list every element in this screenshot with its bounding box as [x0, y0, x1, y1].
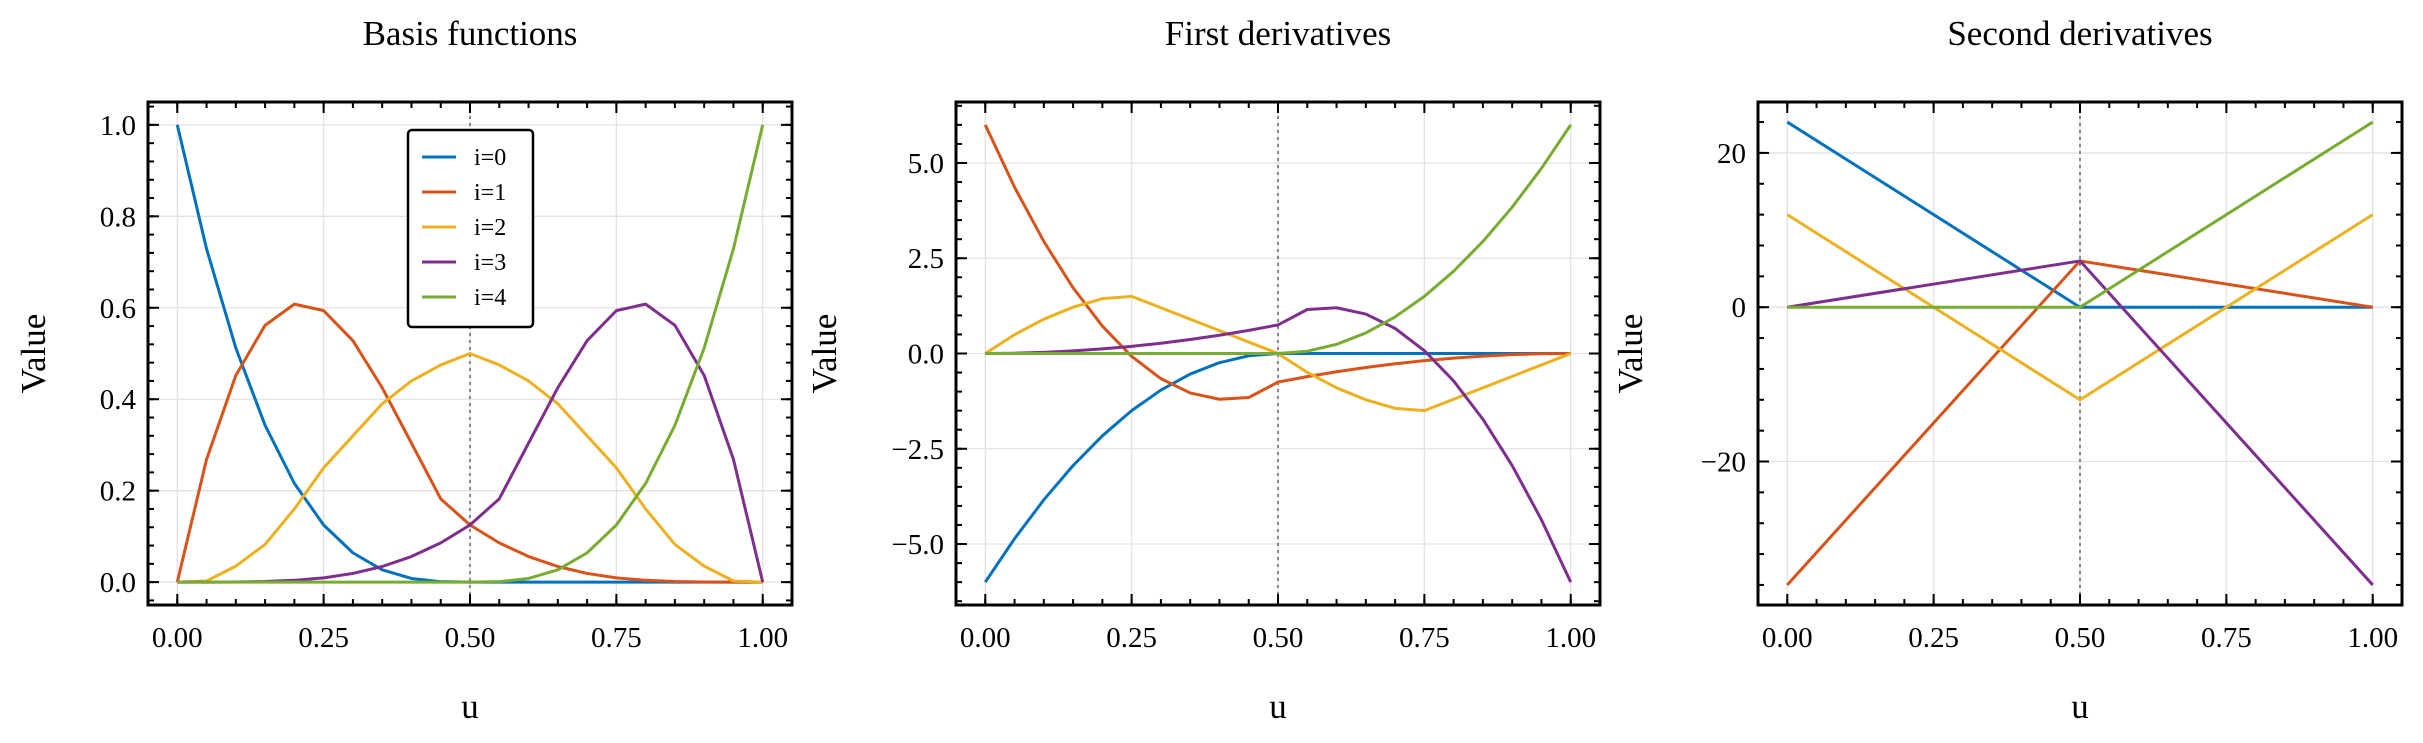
- y-axis-label: Value: [805, 314, 844, 394]
- legend-label: i=3: [474, 250, 506, 276]
- x-tick-label: 0.25: [1106, 622, 1157, 654]
- tick-labels: 0.00 0.25 0.50 0.75 1.00 −5.0 −2.5 0.0 2.5 5.0: [891, 148, 1596, 654]
- series-group: [983, 124, 1573, 583]
- x-tick-label: 1.00: [1545, 622, 1596, 654]
- series-line-i1: [983, 124, 1571, 401]
- series-group: [175, 124, 765, 584]
- series-line-i3: [985, 306, 1573, 583]
- y-axis-label: Value: [1611, 314, 1650, 394]
- x-tick-label: 0.00: [960, 622, 1011, 654]
- panel-1: 0.00 0.25 0.50 0.75 1.00 0.0 0.2 0.4 0.6 0.8 1.0 Ba…: [14, 14, 794, 726]
- y-tick-label: −2.5: [891, 434, 944, 466]
- series-line-i4: [985, 124, 1572, 355]
- x-axis-label: u: [1269, 687, 1287, 726]
- x-tick-label: 0.75: [591, 622, 642, 654]
- y-tick-label: −5.0: [891, 529, 944, 561]
- chart-title: Second derivatives: [1947, 14, 2212, 53]
- y-tick-label: 0.0: [100, 567, 136, 599]
- x-tick-label: 0.50: [2055, 622, 2106, 654]
- y-tick-label: −20: [1701, 447, 1746, 479]
- series-group: [1786, 120, 2374, 586]
- y-tick-label: 5.0: [908, 148, 944, 180]
- series-line-i2: [177, 352, 763, 584]
- panel-2: 0.00 0.25 0.50 0.75 1.00 −5.0 −2.5 0.0 2.5 5.0 Fir…: [805, 14, 1602, 726]
- chart-title: Basis functions: [363, 14, 578, 53]
- panel-3: 0.00 0.25 0.50 0.75 1.00 −20 0 20 Second derivat…: [1611, 14, 2404, 726]
- legend-label: i=1: [474, 180, 506, 206]
- series-line-i4: [177, 124, 765, 584]
- y-tick-label: 0.2: [100, 476, 136, 508]
- y-tick-label: 0.4: [100, 384, 137, 416]
- legend-label: i=2: [474, 215, 506, 241]
- legend-label: i=0: [474, 145, 506, 171]
- legend-label: i=4: [474, 285, 506, 311]
- x-tick-label: 0.75: [1399, 622, 1450, 654]
- x-tick-label: 1.00: [737, 622, 788, 654]
- y-tick-label: 0: [1732, 292, 1747, 324]
- x-axis-label: u: [461, 687, 479, 726]
- axes-frame: [1756, 100, 2404, 607]
- y-tick-label: 2.5: [908, 243, 944, 275]
- series-line-i3: [1787, 259, 2374, 586]
- x-tick-label: 0.00: [1762, 622, 1813, 654]
- tick-labels: 0.00 0.25 0.50 0.75 1.00 −20 0 20: [1701, 138, 2398, 654]
- tick-labels: 0.00 0.25 0.50 0.75 1.00 0.0 0.2 0.4 0.6 0.8 1.0: [100, 110, 788, 654]
- axes-frame: [146, 100, 794, 607]
- chart-title: First derivatives: [1165, 14, 1392, 53]
- x-tick-label: 1.00: [2347, 622, 2398, 654]
- y-tick-label: 0.6: [100, 293, 136, 325]
- x-axis-label: u: [2071, 687, 2089, 726]
- x-tick-label: 0.25: [298, 622, 349, 654]
- series-line-i4: [1787, 120, 2374, 309]
- y-tick-label: 1.0: [100, 110, 136, 142]
- x-tick-label: 0.00: [152, 622, 203, 654]
- y-axis-label: Value: [14, 314, 53, 394]
- legend-box: [406, 128, 535, 329]
- axes-frame: [954, 100, 1602, 607]
- x-tick-label: 0.50: [1253, 622, 1304, 654]
- x-tick-label: 0.50: [445, 622, 496, 654]
- x-tick-label: 0.75: [2201, 622, 2252, 654]
- series-line-i2: [1786, 213, 2374, 402]
- y-tick-label: 20: [1717, 138, 1746, 170]
- legend: i=0 i=1 i=2 i=3 i=4: [406, 128, 535, 329]
- y-tick-label: 0.0: [908, 339, 944, 371]
- x-tick-label: 0.25: [1908, 622, 1959, 654]
- y-tick-label: 0.8: [100, 201, 136, 233]
